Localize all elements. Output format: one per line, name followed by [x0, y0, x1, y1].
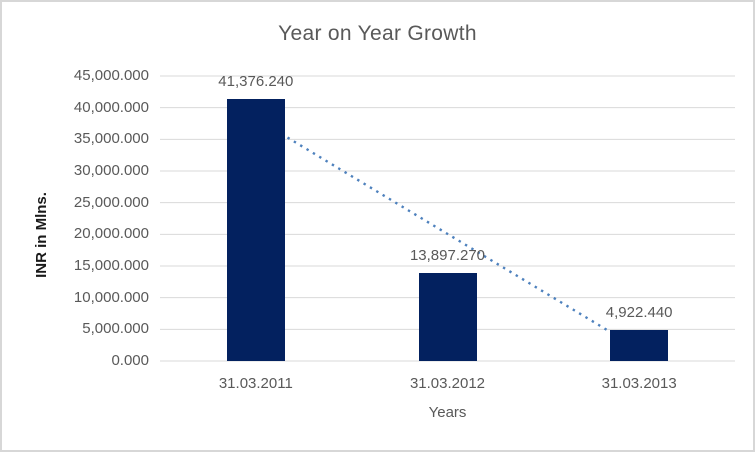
- trendline: [255, 117, 640, 351]
- bar-value-label: 41,376.240: [218, 72, 294, 90]
- x-tick-label: 31.03.2013: [601, 375, 677, 392]
- y-tick-label: 30,000.000: [73, 162, 149, 179]
- chart-title: Year on Year Growth: [278, 22, 477, 45]
- bar-31.03.2012: [418, 272, 477, 361]
- bar-31.03.2013: [610, 329, 669, 361]
- y-tick-label: 45,000.000: [73, 67, 149, 84]
- y-tick-label: 15,000.000: [73, 257, 149, 274]
- y-tick-label: 10,000.000: [73, 288, 149, 306]
- x-axis-title: Years: [428, 404, 467, 421]
- y-tick-label: 0.000: [111, 352, 149, 369]
- bar-31.03.2011: [226, 98, 285, 361]
- y-tick-label: 40,000.000: [73, 98, 149, 116]
- bar-value-label: 4,922.440: [605, 303, 673, 321]
- y-tick-label: 5,000.000: [82, 320, 149, 338]
- bar-value-label: 13,897.270: [409, 246, 486, 264]
- x-tick-label: 31.03.2012: [409, 375, 486, 392]
- plot-area: [160, 75, 735, 362]
- y-tick-label: 20,000.000: [73, 225, 149, 243]
- y-tick-label: 35,000.000: [73, 130, 149, 148]
- y-tick-label: 25,000.000: [73, 193, 149, 211]
- x-tick-label: 31.03.2011: [218, 375, 293, 392]
